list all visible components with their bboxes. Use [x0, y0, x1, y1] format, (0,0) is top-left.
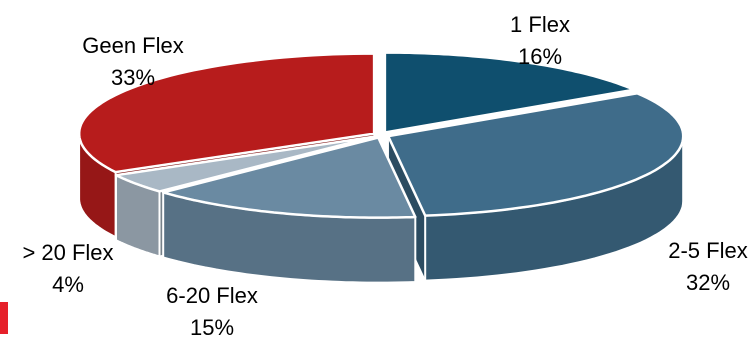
slice-label-2-5-flex: 2-5 Flex [668, 238, 747, 263]
pie-labels: 1 Flex 16% 2-5 Flex 32% 6-20 Flex 15% > 20 Fle… [22, 12, 747, 338]
slice-value-1-flex: 16% [518, 44, 562, 69]
slice-label-geen-flex: Geen Flex [82, 33, 184, 58]
slice-2-5-flex [386, 92, 685, 217]
corner-accent-mark [0, 302, 8, 334]
slice-value-20-flex: 4% [52, 272, 84, 297]
slice-20-flex [114, 135, 376, 193]
slice-label-20-flex: > 20 Flex [22, 240, 113, 265]
slice-label-1-flex: 1 Flex [510, 12, 570, 37]
slice-value-2-5-flex: 32% [686, 270, 730, 295]
slice-6-20-flex [161, 136, 417, 219]
slice-1-flex [383, 51, 636, 134]
slice-value-geen-flex: 33% [111, 65, 155, 90]
pie-tops [77, 51, 685, 219]
slice-value-6-20-flex: 15% [190, 315, 234, 338]
slice-geen-flex [77, 52, 376, 174]
slice-label-6-20-flex: 6-20 Flex [166, 283, 258, 308]
